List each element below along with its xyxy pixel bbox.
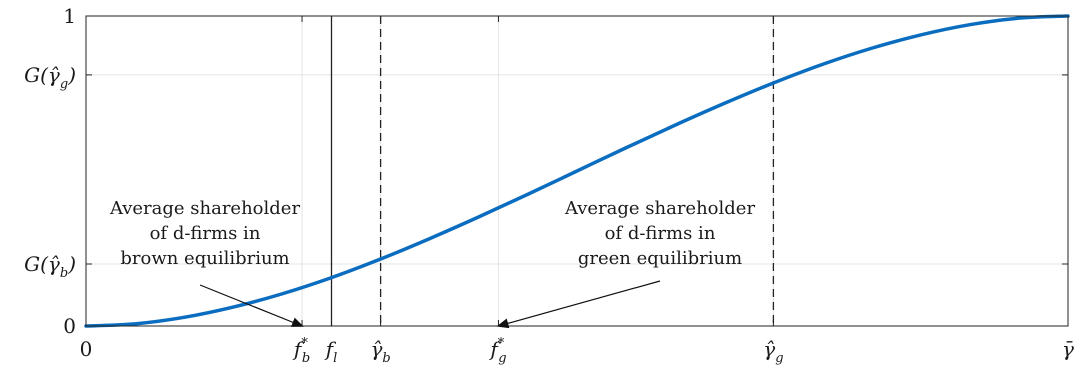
annotation-1-line-2: green equilibrium [578, 248, 742, 269]
annotations: Average shareholder of d-firms in brown eq… [109, 198, 756, 329]
y-tick-label-2: G(γ̂g) [24, 63, 76, 92]
x-tick-label-5: γ̂g [763, 337, 783, 366]
annotation-arrow-1 [496, 280, 661, 329]
annotation-1-line-0: Average shareholder [564, 198, 756, 219]
annotation-0-line-2: brown equilibrium [120, 248, 289, 269]
x-tick-label-4: f* g [488, 336, 506, 366]
x-tick-label-2: fl [324, 337, 338, 366]
x-tick-label-6: γ̄ [1062, 337, 1074, 361]
x-tick-label-3: γ̂b [370, 337, 390, 366]
y-tick-labels: 0 G(γ̂b) G(γ̂g) 1 [24, 4, 76, 338]
y-tick-label-0: 0 [63, 314, 76, 338]
annotation-0-line-1: of d-firms in [150, 223, 261, 244]
x-tick-label-1: f* b [292, 336, 310, 366]
plot-frame [85, 15, 1069, 327]
series-line-0 [84, 14, 1070, 328]
x-tick-labels: 0 f* b fl γ̂b f* g γ̂g γ̄ [80, 336, 1074, 366]
annotation-1-line-1: of d-firms in [605, 223, 716, 244]
series-layer [84, 14, 1070, 328]
y-tick-label-1: G(γ̂b) [24, 252, 76, 281]
annotation-0-line-0: Average shareholder [109, 198, 301, 219]
y-tick-label-3: 1 [63, 4, 76, 28]
x-tick-label-0: 0 [80, 337, 93, 361]
annotation-arrow-0 [199, 284, 304, 327]
